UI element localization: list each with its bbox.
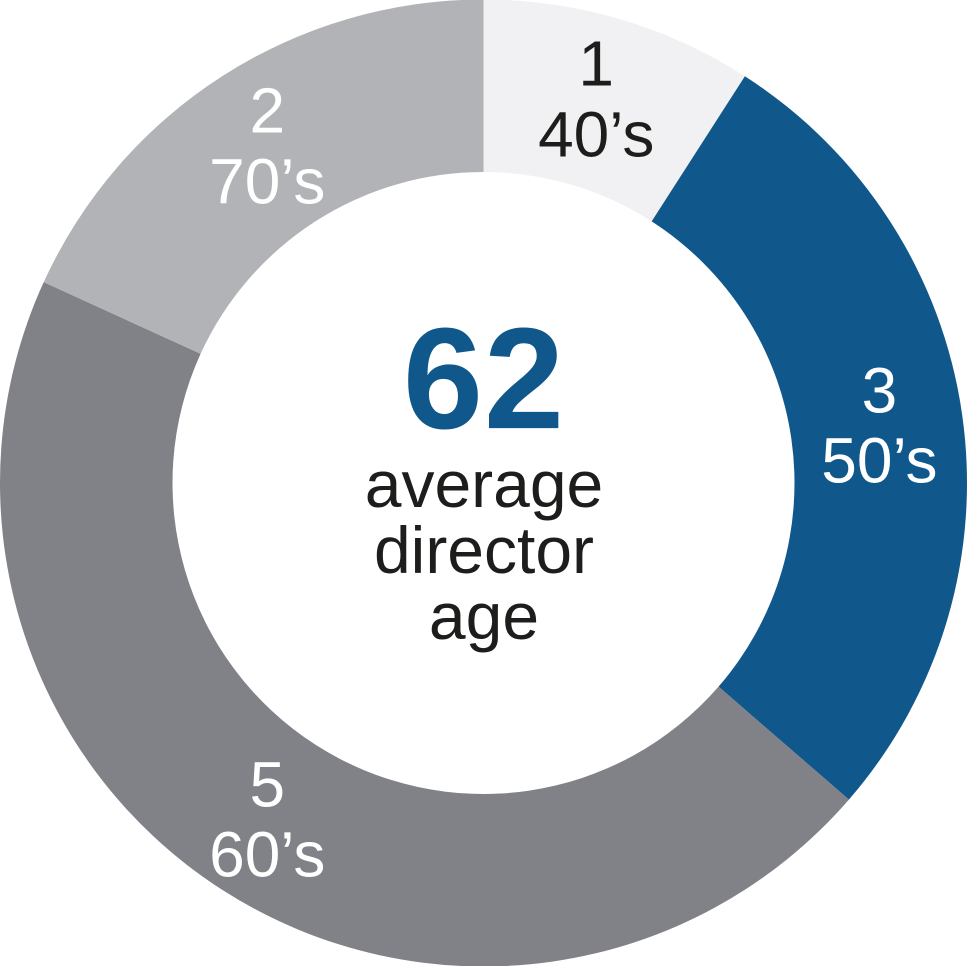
segment-label-60s: 5 60’s [209, 749, 325, 890]
donut-center: 62 average director age [364, 298, 604, 653]
segment-category-50s: 50’s [821, 425, 938, 498]
donut-segment-40s [483, 0, 745, 222]
donut-segment-50s [651, 76, 967, 800]
segment-count-40s: 1 [578, 27, 614, 100]
center-caption-line-1: average [364, 446, 604, 521]
center-caption-line-3: age [428, 578, 540, 653]
segment-label-40s: 1 40’s [538, 27, 655, 171]
segment-category-60s: 60’s [209, 818, 326, 891]
segment-count-50s: 3 [861, 354, 898, 427]
segment-category-40s: 40’s [538, 98, 655, 171]
center-caption-line-2: director [373, 512, 595, 587]
donut-segment-70s [43, 0, 484, 354]
segment-count-60s: 5 [249, 748, 286, 821]
donut-segment-60s [0, 282, 849, 966]
center-value: 62 [402, 298, 566, 460]
segment-label-50s: 3 50’s [821, 354, 938, 498]
segment-category-70s: 70’s [209, 145, 326, 218]
segment-label-70s: 2 70’s [209, 76, 325, 217]
segment-count-70s: 2 [249, 75, 286, 148]
